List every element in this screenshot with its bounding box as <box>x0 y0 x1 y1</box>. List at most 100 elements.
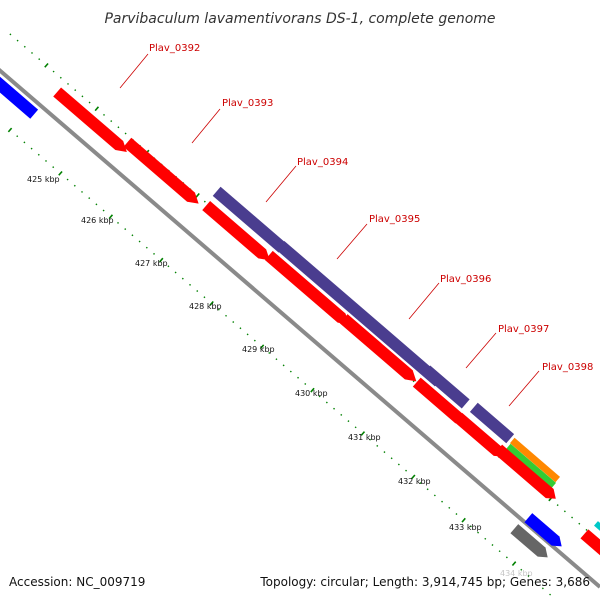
genome-backbone <box>0 67 600 589</box>
gene-label-plav-0395[interactable]: Plav_0395 <box>369 214 420 225</box>
outer-tick-79 <box>563 510 566 513</box>
gene-feature-plav-0398-green[interactable] <box>505 443 557 489</box>
gene-feature-red-5[interactable] <box>454 412 507 461</box>
topology-text: Topology: circular; Length: 3,914,745 bp… <box>260 575 590 589</box>
gene-label-plav-0392[interactable]: Plav_0392 <box>149 43 200 54</box>
inner-tick-11 <box>88 197 91 200</box>
gene-label-group: Plav_0392 Plav_0393 Plav_0394 Plav_0395 … <box>119 43 593 407</box>
callout-line-plav-0395 <box>336 223 368 260</box>
inner-tick-6 <box>52 166 55 169</box>
gene-feature-plav-0395[interactable] <box>276 240 443 387</box>
inner-tick-66 <box>484 537 487 540</box>
gene-feature-blue-left[interactable] <box>0 75 39 119</box>
inner-tick-58 <box>426 488 429 491</box>
gene-feature-red-3[interactable] <box>339 314 421 386</box>
inner-tick-27 <box>203 296 206 299</box>
inner-tick-46 <box>340 413 343 416</box>
inner-tick-75 <box>549 593 552 596</box>
map-title: Parvibaculum lavamentivorans DS-1, compl… <box>104 11 495 27</box>
inner-tick-23 <box>174 271 177 274</box>
inner-tick-25 <box>189 283 192 286</box>
inner-tick-18 <box>138 240 141 243</box>
kbp-label-425: 425 kbp <box>27 175 60 184</box>
inner-tick-22 <box>167 265 170 268</box>
kbp-label-432: 432 kbp <box>398 477 431 486</box>
inner-tick-72 <box>527 574 530 577</box>
inner-tick-5 <box>45 159 47 162</box>
outer-tick-3 <box>16 39 19 42</box>
inner-tick-17 <box>131 234 134 237</box>
inner-tick-67 <box>491 544 494 546</box>
inner-tick-1 <box>16 135 19 138</box>
callout-line-plav-0392 <box>119 53 149 89</box>
inner-tick-38 <box>282 364 285 367</box>
outer-tick-16 <box>110 120 113 123</box>
inner-tick-4 <box>37 153 40 156</box>
outer-tick-9 <box>59 76 62 79</box>
inner-tick-24 <box>181 277 184 280</box>
outer-tick-78 <box>556 504 559 507</box>
gene-label-plav-0393[interactable]: Plav_0393 <box>222 98 273 109</box>
gene-feature-cyan-edge[interactable] <box>594 521 600 531</box>
outer-tick-7 <box>44 62 49 68</box>
outer-tick-18 <box>124 132 127 135</box>
outer-tick-10 <box>67 82 69 85</box>
inner-tick-49 <box>360 431 366 436</box>
inner-tick-29 <box>217 308 220 311</box>
outer-tick-80 <box>571 516 574 519</box>
gene-feature-plav-0398-orange[interactable] <box>509 437 561 483</box>
gene-feature-plav-0393[interactable] <box>123 137 202 208</box>
inner-tick-26 <box>196 290 199 293</box>
inner-tick-30 <box>225 314 228 317</box>
gene-label-plav-0394[interactable]: Plav_0394 <box>297 157 348 168</box>
outer-tick-29 <box>203 200 206 203</box>
inner-tick-43 <box>318 395 321 398</box>
inner-tick-33 <box>246 333 249 336</box>
inner-tick-20 <box>153 252 156 255</box>
gene-feature-plav-0392[interactable] <box>53 87 131 156</box>
gene-feature-red-2[interactable] <box>264 250 353 329</box>
gene-label-plav-0398[interactable]: Plav_0398 <box>542 362 593 373</box>
gene-label-plav-0397[interactable]: Plav_0397 <box>498 324 549 335</box>
inner-tick-48 <box>354 426 357 429</box>
inner-tick-47 <box>347 420 350 423</box>
gene-feature-plav-0396-purple[interactable] <box>422 365 470 409</box>
inner-tick-53 <box>390 457 393 460</box>
callout-line-plav-0397 <box>465 332 497 369</box>
inner-tick-44 <box>325 401 328 404</box>
kbp-scale-labels: 425 kbp 426 kbp 427 kbp 428 kbp 429 kbp … <box>27 175 533 578</box>
inner-tick-57 <box>419 482 422 485</box>
inner-tick-16 <box>124 228 127 231</box>
gene-label-plav-0396[interactable]: Plav_0396 <box>440 274 491 285</box>
accession-text: Accession: NC_009719 <box>9 575 146 589</box>
inner-tick-2 <box>23 141 26 144</box>
gene-feature-red-6[interactable] <box>494 444 559 504</box>
inner-tick-50 <box>369 438 372 441</box>
gene-feature-blue-right[interactable] <box>524 513 565 551</box>
inner-tick-63 <box>461 517 466 523</box>
inner-tick-65 <box>477 531 480 534</box>
inner-tick-74 <box>541 587 544 590</box>
inner-tick-56 <box>411 474 416 480</box>
inner-tick-9 <box>73 184 76 187</box>
kbp-label-431: 431 kbp <box>348 433 381 442</box>
inner-tick-31 <box>232 321 235 324</box>
inner-tick-37 <box>275 358 278 361</box>
gene-feature-gray[interactable] <box>510 524 551 562</box>
inner-tick-3 <box>30 147 33 150</box>
inner-tick-34 <box>253 339 256 342</box>
kbp-label-428: 428 kbp <box>189 302 222 311</box>
inner-tick-45 <box>333 407 336 410</box>
inner-tick-73 <box>534 581 537 584</box>
outer-tick-17 <box>117 126 120 129</box>
gene-feature-red-1[interactable] <box>202 201 273 265</box>
gene-feature-plav-0394[interactable] <box>212 186 287 253</box>
gene-feature-red-4[interactable] <box>412 377 469 429</box>
gene-feature-red-edge[interactable] <box>580 529 600 557</box>
inner-tick-21 <box>158 257 164 263</box>
inner-tick-19 <box>145 246 148 249</box>
inner-tick-40 <box>297 376 300 379</box>
inner-tick-41 <box>304 382 307 385</box>
gene-feature-plav-0397[interactable] <box>469 402 515 444</box>
